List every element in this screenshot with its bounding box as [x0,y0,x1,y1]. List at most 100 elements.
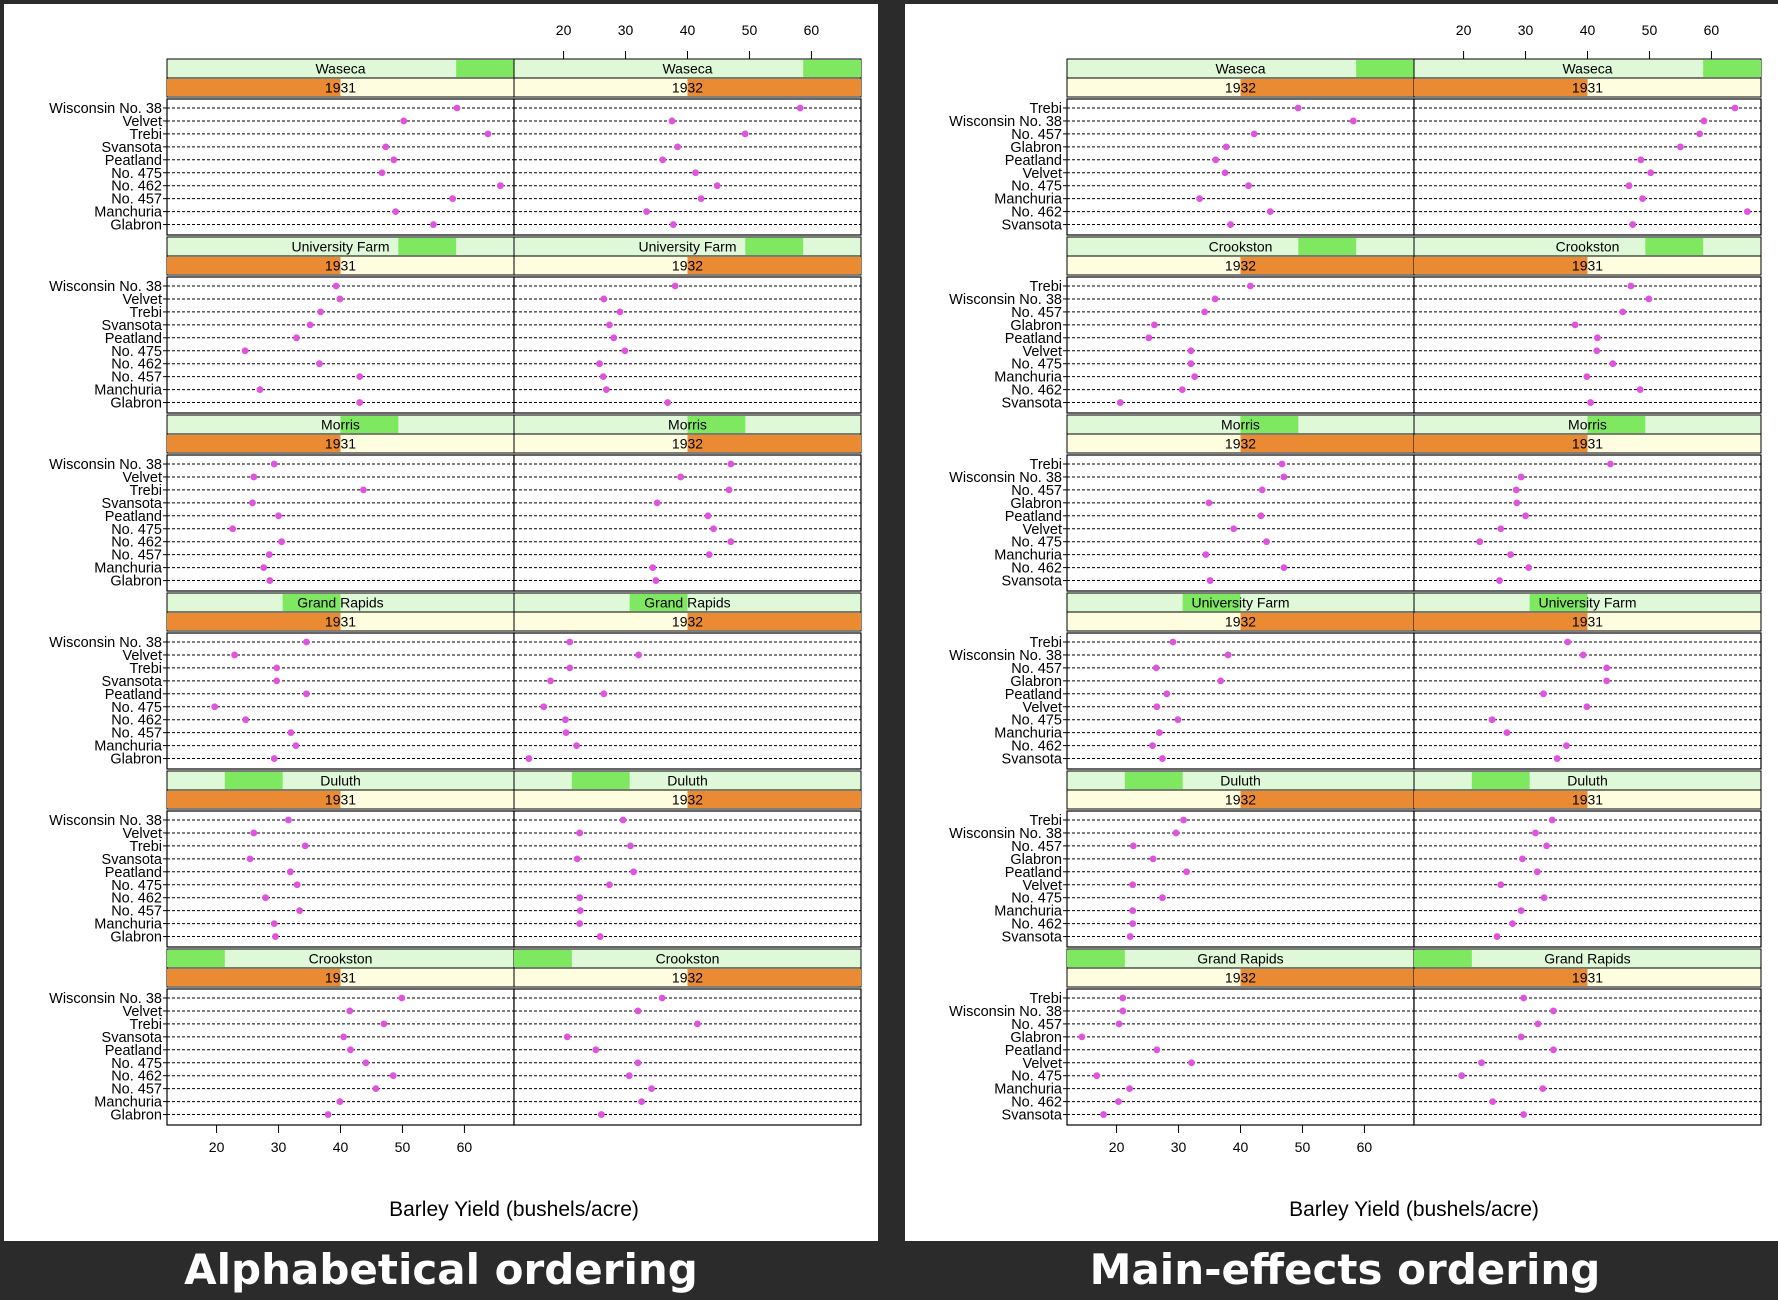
plot-area [1066,810,1415,948]
data-point [378,169,386,177]
data-point [653,499,661,507]
variety-label: No. 457 [1011,1017,1062,1033]
data-point [1172,829,1180,837]
site-strip-bar [340,416,399,433]
panel-duluth-1931: Duluth 1931 [1413,770,1762,948]
year-strip-bar [1240,257,1414,274]
data-point [658,994,666,1002]
data-point [1230,525,1238,533]
site-label: Duluth [320,773,360,789]
data-point [1169,638,1177,646]
year-strip-bar [167,257,341,274]
variety-label: Manchuria [94,561,163,577]
data-point [1583,373,1591,381]
data-point [610,334,618,342]
data-point [705,551,713,559]
data-point [400,117,408,125]
variety-label: No. 462 [1011,1095,1062,1111]
data-point [1278,460,1286,468]
variety-label: Manchuria [94,739,163,755]
data-point [292,742,300,749]
data-point [1159,755,1166,762]
data-point [449,195,457,203]
data-point [1609,360,1617,368]
data-point [562,729,570,737]
data-point [260,564,268,571]
data-point [1637,156,1645,164]
site-label: University Farm [1191,595,1289,611]
variety-label: No. 457 [1011,305,1062,321]
top-axis-tick-label: 40 [680,22,696,38]
variety-label: Peatland [1005,153,1062,169]
top-axis-tick-label: 20 [556,22,572,38]
data-point [266,577,274,584]
data-point [1478,1059,1485,1067]
variety-label: Wisconsin No. 38 [49,813,162,829]
data-point [390,156,398,164]
data-point [643,208,651,216]
data-point [1247,282,1254,290]
year-strip-bar [167,79,341,96]
data-point [1211,295,1219,303]
data-point [1488,716,1496,724]
data-point [1191,373,1199,381]
site-strip-bar [167,950,225,967]
plot-area [1413,98,1762,236]
data-point [303,690,310,698]
site-strip-bar [224,772,283,789]
data-point [576,907,584,915]
data-point [1250,130,1258,138]
data-point [668,117,676,125]
site-strip-bar [1124,772,1183,789]
panel-university-farm-1931: University Farm 1931 Wisconsin No. 38Velve… [49,236,515,414]
variety-label: Svansota [1002,396,1063,412]
variety-label: No. 475 [1011,891,1062,907]
site-strip-bar [514,950,572,967]
data-point [1645,295,1653,303]
bottom-axis-tick-label: 20 [209,1139,225,1155]
variety-label: Glabron [1010,1030,1062,1046]
data-point [671,282,679,290]
data-point [1093,1072,1101,1080]
data-point [697,195,705,203]
data-point [1489,1098,1497,1105]
year-label: 1932 [1225,258,1256,274]
year-strip-bar [1414,791,1588,808]
variety-label: Peatland [105,865,162,881]
bottom-axis-tick-label: 60 [1357,1139,1373,1155]
data-point [1509,920,1516,927]
year-label: 1931 [325,258,356,274]
plot-area [166,454,515,592]
top-axis-tick-label: 30 [618,22,634,38]
site-label: University Farm [1538,595,1636,611]
data-point [270,460,278,468]
variety-label: Manchuria [994,548,1063,564]
data-point [1129,907,1137,915]
data-point [246,855,254,863]
variety-label: Velvet [123,826,163,842]
year-strip-bar [1240,435,1414,452]
data-point [1603,677,1611,685]
site-strip-bar [1645,238,1704,255]
data-point [634,1007,642,1015]
data-point [1497,881,1505,889]
variety-label: Trebi [130,127,163,143]
site-label: Crookston [656,951,720,967]
data-point [1647,169,1655,177]
year-strip-bar [687,435,861,452]
data-point [649,564,657,571]
variety-label: Velvet [123,648,163,664]
top-axis-tick-label: 30 [1518,22,1534,38]
data-point [630,868,637,876]
data-point [250,473,258,481]
variety-label: No. 475 [1011,357,1062,373]
data-point [340,1033,347,1041]
variety-label: Wisconsin No. 38 [949,648,1062,664]
panel-crookston-1931: Crookston 1931 Wisconsin No. 38VelvetTrebi… [49,948,515,1126]
variety-label: Peatland [105,331,162,347]
data-point [1543,842,1551,850]
variety-label: No. 475 [111,700,162,716]
data-point [1533,868,1541,876]
